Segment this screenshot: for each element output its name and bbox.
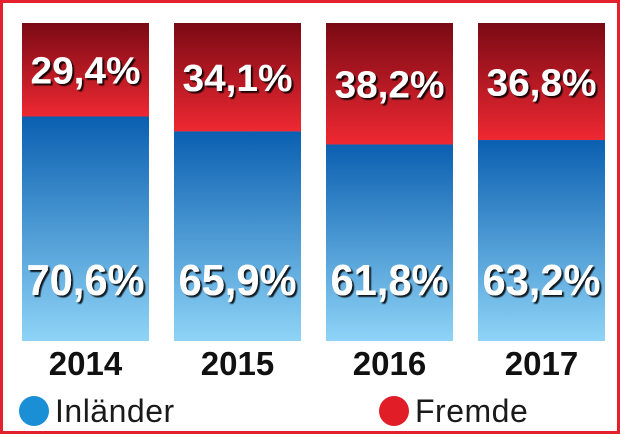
data-label-inlaender-2014: 70,6% bbox=[27, 256, 145, 305]
bars-group: 29,4% 70,6% 2014 34,1% 65,9% 2015 38,2% 61,8% 20… bbox=[22, 23, 605, 382]
bar-inlaender-2016 bbox=[326, 144, 453, 341]
x-tick-label-2017: 2017 bbox=[505, 345, 578, 382]
data-label-fremde-2016: 38,2% bbox=[335, 65, 445, 107]
stacked-bar-chart: 29,4% 70,6% 2014 34,1% 65,9% 2015 38,2% 61,8% 20… bbox=[22, 23, 605, 382]
data-label-inlaender-2017: 63,2% bbox=[483, 256, 601, 305]
legend-swatch-inlaender bbox=[19, 396, 49, 426]
bar-inlaender-2014 bbox=[22, 116, 149, 341]
x-tick-label-2014: 2014 bbox=[49, 345, 123, 382]
data-label-fremde-2017: 36,8% bbox=[487, 63, 597, 105]
bar-fremde-2017 bbox=[478, 23, 605, 141]
bar-inlaender-2017 bbox=[478, 140, 605, 341]
bar-fremde-2014 bbox=[22, 23, 149, 117]
bar-inlaender-2015 bbox=[174, 131, 301, 341]
data-label-fremde-2015: 34,1% bbox=[183, 58, 293, 100]
legend-item-inlaender: Inländer bbox=[19, 391, 175, 431]
bar-fremde-2016 bbox=[326, 23, 453, 145]
legend-label-fremde: Fremde bbox=[415, 392, 529, 429]
x-tick-label-2015: 2015 bbox=[201, 345, 274, 382]
legend-swatch-fremde bbox=[379, 396, 409, 426]
data-label-inlaender-2015: 65,9% bbox=[179, 256, 297, 305]
legend-item-fremde: Fremde bbox=[379, 391, 528, 431]
x-tick-label-2016: 2016 bbox=[353, 345, 426, 382]
bar-fremde-2015 bbox=[174, 23, 301, 132]
data-label-inlaender-2016: 61,8% bbox=[331, 256, 449, 305]
data-label-fremde-2014: 29,4% bbox=[31, 51, 141, 93]
legend-label-inlaender: Inländer bbox=[55, 392, 175, 429]
